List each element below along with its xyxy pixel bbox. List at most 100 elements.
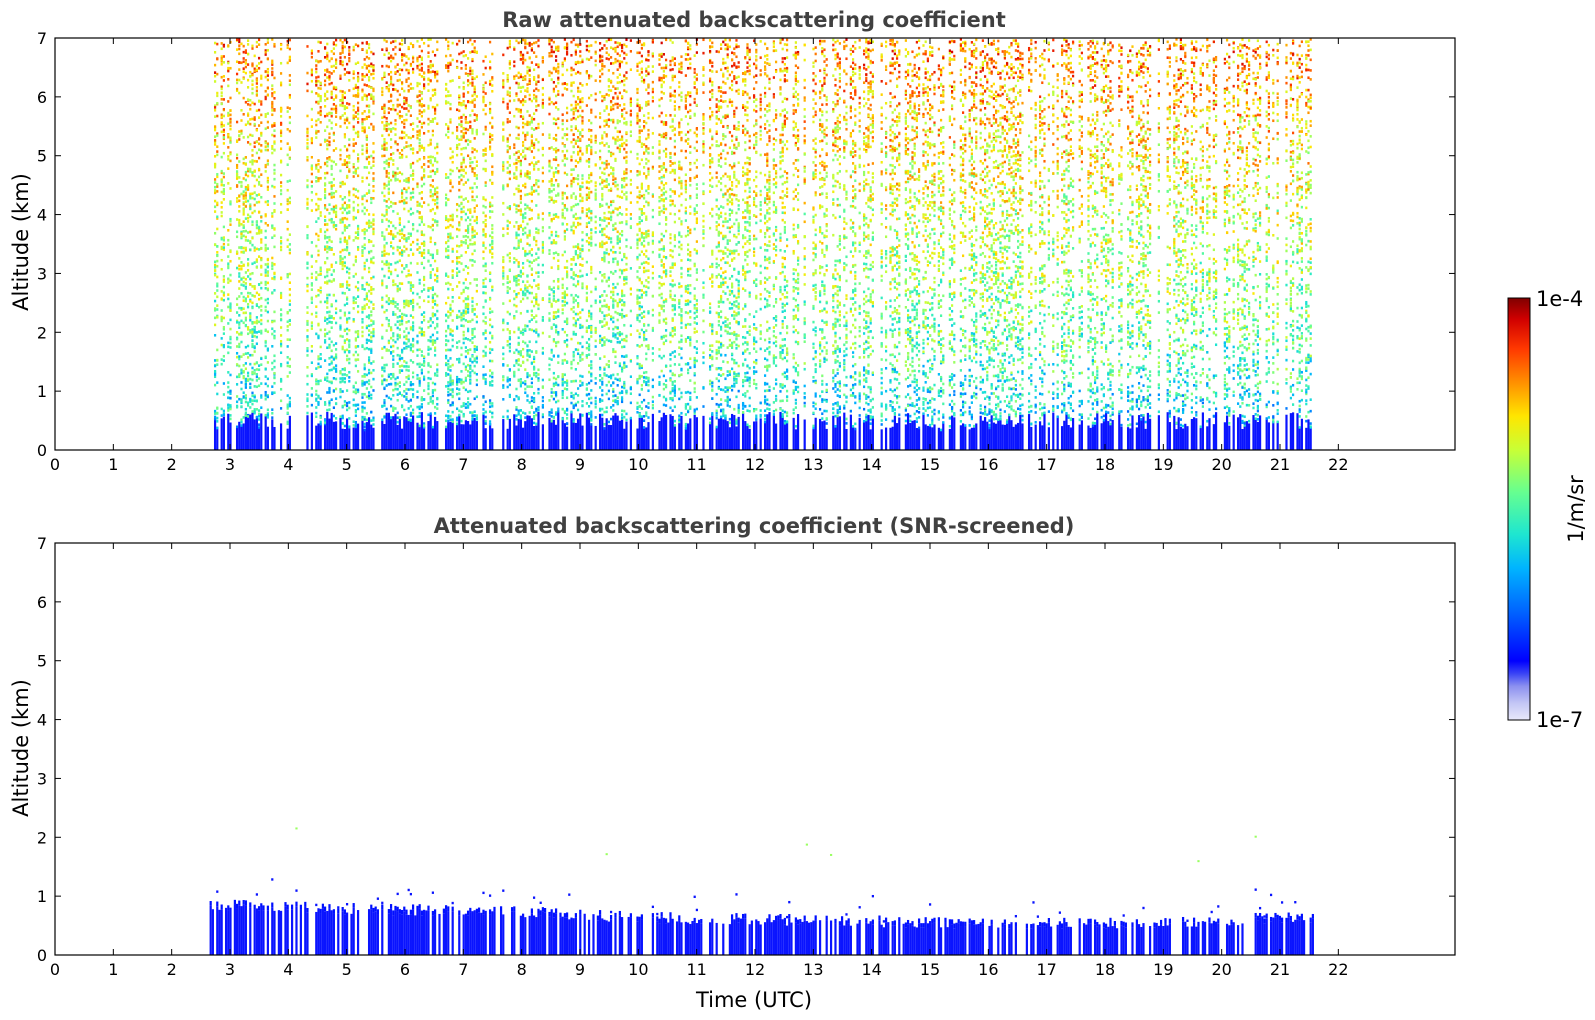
data-cell (227, 133, 229, 136)
data-cell (474, 372, 476, 375)
data-cell (370, 319, 372, 322)
data-cell (364, 247, 366, 250)
data-cell (227, 255, 229, 258)
data-cell (476, 278, 478, 281)
data-cell (344, 91, 346, 94)
data-cell (458, 169, 460, 172)
data-cell (412, 170, 414, 173)
data-cell (427, 320, 429, 323)
data-cell (502, 79, 504, 82)
data-cell (469, 161, 471, 164)
data-cell (474, 98, 476, 101)
data-cell (383, 39, 385, 42)
data-cell (245, 188, 247, 191)
data-cell (445, 273, 447, 276)
data-cell (243, 57, 245, 60)
data-cell (247, 136, 249, 139)
data-cell (434, 374, 436, 377)
data-cell (430, 378, 432, 381)
data-cell (399, 221, 401, 224)
data-cell (317, 111, 319, 114)
data-cell (463, 100, 465, 103)
data-cell (403, 226, 405, 229)
data-cell (403, 314, 405, 317)
data-cell (280, 249, 282, 252)
data-cell (339, 125, 341, 128)
data-cell (388, 342, 390, 345)
data-cell (467, 245, 469, 248)
data-cell (238, 295, 240, 298)
data-cell (416, 151, 418, 154)
data-cell (216, 260, 218, 263)
data-cell (320, 346, 322, 349)
data-cell (348, 191, 350, 194)
data-cell (223, 291, 225, 294)
data-cell (447, 245, 449, 248)
data-cell (364, 401, 366, 404)
data-cell (317, 324, 319, 327)
data-cell (353, 171, 355, 174)
data-cell (489, 244, 491, 247)
data-cell (221, 131, 223, 134)
data-cell (249, 170, 251, 173)
data-cell (348, 252, 350, 255)
data-cell (229, 408, 231, 411)
data-cell (368, 251, 370, 254)
data-cell (471, 420, 473, 450)
data-cell (432, 170, 434, 173)
data-cell (256, 361, 258, 364)
data-cell (427, 45, 429, 48)
data-cell (256, 201, 258, 204)
data-cell (434, 383, 436, 386)
data-cell (410, 262, 412, 265)
data-cell (265, 149, 267, 152)
data-cell (447, 239, 449, 242)
data-cell (247, 141, 249, 144)
data-cell (315, 233, 317, 236)
data-cell (238, 61, 240, 64)
data-cell (386, 318, 388, 321)
data-cell (423, 234, 425, 237)
data-cell (456, 203, 458, 206)
data-cell (221, 42, 223, 45)
data-cell (355, 301, 357, 304)
data-cell (254, 326, 256, 329)
data-cell (399, 230, 401, 233)
data-cell (401, 69, 403, 72)
data-cell (436, 277, 438, 280)
data-cell (267, 259, 269, 262)
data-cell (405, 134, 407, 137)
data-cell (381, 279, 383, 282)
data-cell (214, 42, 216, 45)
data-cell (423, 244, 425, 247)
data-cell (456, 358, 458, 361)
data-cell (238, 275, 240, 278)
data-cell (392, 40, 394, 43)
data-cell (394, 262, 396, 265)
data-cell (467, 287, 469, 290)
data-cell (399, 371, 401, 374)
data-cell (467, 216, 469, 219)
data-cell (243, 211, 245, 214)
data-cell (306, 329, 308, 332)
data-cell (469, 374, 471, 377)
data-cell (317, 41, 319, 44)
data-cell (335, 261, 337, 264)
data-cell (221, 206, 223, 209)
data-cell (265, 113, 267, 116)
data-cell (245, 397, 247, 400)
data-cell (324, 421, 326, 424)
data-cell (342, 373, 344, 376)
panel-raw-backscatter: Raw attenuated backscattering coefficien… (9, 8, 1455, 474)
data-cell (366, 387, 368, 390)
data-cell (287, 44, 289, 47)
data-cell (348, 211, 350, 214)
data-cell (474, 156, 476, 159)
data-cell (357, 107, 359, 110)
data-cell (372, 197, 374, 200)
data-cell (353, 385, 355, 388)
data-cell (410, 349, 412, 352)
data-cell (392, 394, 394, 397)
data-cell (344, 400, 346, 403)
data-cell (260, 330, 262, 333)
